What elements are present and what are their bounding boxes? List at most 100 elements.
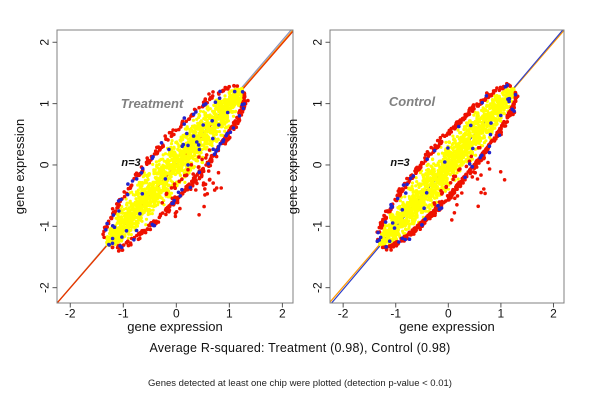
data-point — [406, 212, 410, 216]
data-point — [413, 195, 417, 199]
data-point — [503, 106, 507, 110]
data-point — [192, 157, 196, 161]
data-point — [429, 145, 434, 150]
data-point — [120, 215, 124, 219]
y-tick-label: 1 — [311, 100, 325, 107]
data-point — [473, 126, 477, 130]
data-point — [453, 123, 458, 127]
data-point — [426, 213, 430, 218]
data-point — [160, 201, 164, 205]
data-point — [481, 114, 485, 118]
data-point — [143, 209, 147, 213]
data-point — [394, 215, 398, 220]
data-point — [203, 111, 207, 115]
data-point — [141, 208, 145, 212]
data-point — [425, 178, 429, 182]
y-tick-label: -2 — [38, 282, 52, 293]
data-point — [214, 149, 218, 154]
data-point — [219, 102, 223, 106]
data-point — [476, 114, 480, 118]
data-point — [130, 179, 135, 183]
data-point — [488, 118, 492, 123]
data-point — [471, 103, 476, 107]
data-point — [455, 194, 460, 198]
data-point — [480, 153, 484, 158]
data-point — [494, 112, 498, 116]
data-point — [223, 104, 227, 108]
data-point — [453, 166, 458, 170]
data-point — [197, 112, 201, 117]
data-point — [383, 227, 387, 231]
data-point — [403, 195, 407, 199]
data-point — [401, 231, 405, 235]
x-tick-label: -2 — [338, 307, 349, 321]
data-point — [176, 147, 180, 151]
data-point — [388, 216, 393, 220]
data-point — [124, 240, 129, 245]
data-point — [442, 134, 447, 138]
data-point — [510, 95, 514, 99]
data-point — [223, 87, 228, 91]
data-point — [146, 201, 150, 205]
data-point — [179, 125, 183, 129]
data-point — [429, 214, 434, 218]
data-point — [390, 221, 395, 225]
data-point — [239, 99, 243, 103]
data-point — [139, 171, 144, 175]
data-point — [414, 176, 418, 180]
data-point — [451, 169, 455, 173]
data-point — [476, 204, 481, 209]
data-point — [475, 177, 480, 181]
data-point — [495, 118, 499, 122]
data-point — [410, 185, 414, 189]
data-point — [452, 127, 457, 131]
data-point — [418, 207, 422, 211]
data-point — [456, 149, 460, 153]
data-point — [195, 159, 199, 163]
data-point — [139, 218, 143, 222]
data-point — [228, 92, 232, 96]
data-point — [116, 238, 120, 242]
data-point — [183, 127, 187, 131]
data-point — [191, 176, 196, 180]
data-point — [158, 214, 163, 218]
data-point — [475, 159, 480, 164]
data-point — [476, 104, 481, 108]
y-tick-label: 0 — [311, 161, 325, 168]
data-point — [223, 129, 227, 133]
data-point — [477, 141, 481, 145]
data-point — [160, 196, 164, 200]
data-point — [173, 156, 177, 161]
data-point — [411, 197, 415, 201]
data-point — [484, 94, 489, 98]
data-point — [491, 98, 495, 103]
data-point — [394, 244, 399, 248]
y-tick-label: 1 — [38, 100, 52, 107]
y-tick-label: -1 — [38, 221, 52, 232]
data-point — [190, 150, 194, 154]
data-point — [452, 211, 457, 215]
data-point — [194, 110, 198, 114]
data-point — [443, 160, 447, 164]
data-point — [180, 187, 184, 192]
data-point — [436, 145, 440, 149]
data-point — [203, 129, 207, 134]
data-point — [216, 144, 221, 149]
data-point — [501, 121, 505, 126]
data-point — [134, 197, 138, 201]
data-point — [406, 220, 410, 224]
data-point — [132, 213, 136, 217]
data-point — [450, 153, 454, 157]
data-point — [382, 241, 386, 245]
data-point — [133, 193, 137, 197]
data-point — [453, 155, 458, 159]
data-point — [214, 132, 218, 136]
data-point — [158, 148, 162, 152]
data-point — [204, 153, 209, 157]
data-point — [440, 192, 444, 196]
data-point — [124, 206, 128, 211]
data-point — [419, 163, 423, 167]
data-point — [502, 178, 507, 182]
data-point — [182, 122, 186, 126]
